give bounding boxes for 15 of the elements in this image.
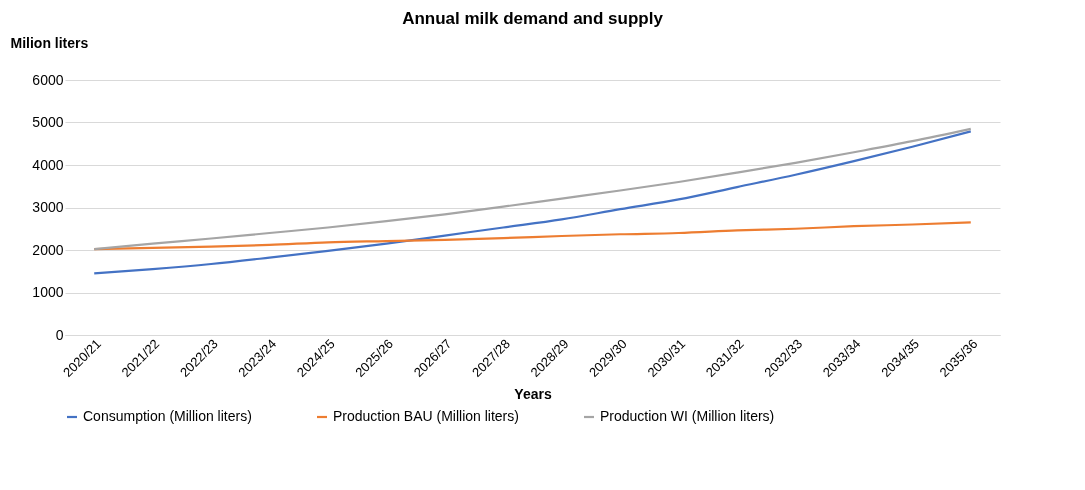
y-axis-title: Milion liters (10, 34, 89, 51)
y-tick-label: 1000 (32, 284, 64, 300)
x-axis-title: Years (514, 385, 552, 402)
y-tick-label: 0 (55, 326, 64, 343)
line-series (93, 130, 972, 275)
y-tick-label: 5000 (32, 114, 64, 130)
chart-title: Annual milk demand and supply (402, 9, 664, 28)
y-tick-label: 6000 (32, 71, 64, 88)
line-series (93, 127, 972, 251)
y-tick-label: 4000 (32, 156, 64, 173)
legend-label: Production BAU (Million liters) (333, 408, 519, 424)
y-tick-label: 3000 (32, 199, 64, 215)
legend-label: Production WI (Million liters) (600, 408, 775, 424)
legend-label: Consumption (Million liters) (83, 408, 252, 424)
y-tick-label: 2000 (32, 241, 64, 258)
